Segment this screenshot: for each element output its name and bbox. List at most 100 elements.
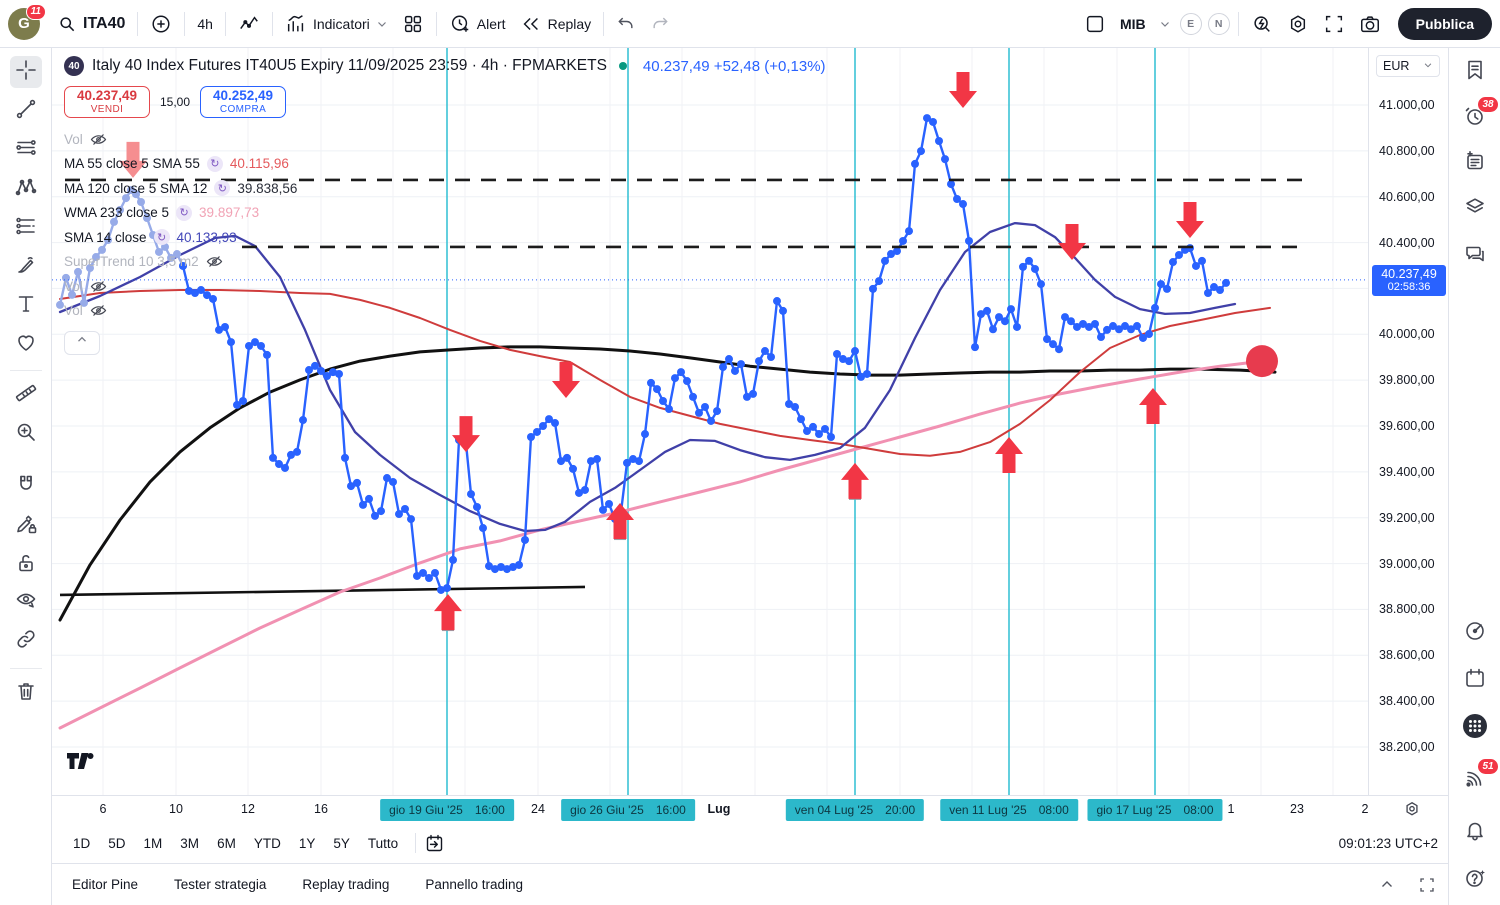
range-5y-button[interactable]: 5Y: [324, 831, 359, 856]
session-label[interactable]: gio 19 Giu '25 16:00: [380, 799, 514, 821]
range-ytd-button[interactable]: YTD: [245, 831, 290, 856]
hide-drawings-tool[interactable]: [10, 586, 42, 618]
notifications-bell-button[interactable]: [1460, 817, 1490, 847]
up-arrow-drawing[interactable]: [1139, 387, 1167, 424]
publish-button[interactable]: Pubblica: [1397, 8, 1492, 40]
up-arrow-drawing[interactable]: [434, 594, 462, 631]
down-arrow-drawing[interactable]: [1058, 223, 1086, 260]
session-label[interactable]: gio 26 Giu '25 16:00: [561, 799, 695, 821]
legend-row[interactable]: SMA 14 close ↻ 40.133,93: [64, 225, 826, 250]
trendline-drawing[interactable]: [59, 585, 586, 597]
chat-button[interactable]: [1460, 241, 1490, 271]
down-arrow-drawing[interactable]: [452, 416, 480, 453]
sell-button[interactable]: 40.237,49 VENDI: [64, 86, 150, 118]
news-flow-button[interactable]: [1460, 148, 1490, 178]
settings-button[interactable]: [1280, 7, 1316, 41]
quick-search-button[interactable]: [1244, 7, 1280, 41]
series-MA-55-close-5-SMA-55[interactable]: [59, 289, 1271, 457]
sync-icon[interactable]: ↻: [176, 204, 193, 221]
symbol-description[interactable]: Italy 40 Index Futures IT40U5 Expiry 11/…: [92, 57, 607, 74]
up-arrow-drawing[interactable]: [606, 503, 634, 540]
eye-off-icon[interactable]: [90, 303, 107, 318]
price-axis[interactable]: EUR 40.237,49 02:58:36 41.000,00 40.800,0…: [1368, 48, 1448, 795]
eye-off-icon[interactable]: [90, 132, 107, 147]
tab-pannello-trading[interactable]: Pannello trading: [425, 877, 523, 892]
text-tool[interactable]: [10, 290, 42, 322]
currency-selector[interactable]: EUR: [1376, 55, 1440, 77]
chevron-down-icon[interactable]: [1159, 18, 1171, 30]
ruler-tool[interactable]: [10, 379, 42, 411]
sync-icon[interactable]: ↻: [214, 180, 231, 197]
range-1y-button[interactable]: 1Y: [290, 831, 325, 856]
goto-date-icon[interactable]: [424, 833, 445, 854]
session-label[interactable]: ven 04 Lug '25 20:00: [785, 799, 925, 821]
legend-row[interactable]: Vol: [64, 298, 826, 323]
layout-select-button[interactable]: [1077, 7, 1113, 41]
legend-collapse-button[interactable]: [64, 330, 100, 355]
target-button[interactable]: [1460, 618, 1490, 648]
indicators-button[interactable]: Indicatori: [278, 7, 395, 41]
chart-type-button[interactable]: [231, 7, 267, 41]
layout-name-button[interactable]: MIB: [1113, 10, 1153, 38]
tradingview-logo[interactable]: [66, 752, 100, 777]
session-label[interactable]: gio 17 Lug '25 08:00: [1087, 799, 1223, 821]
series-WMA-233-close-5[interactable]: [58, 359, 1264, 730]
range-1m-button[interactable]: 1M: [135, 831, 172, 856]
legend-row[interactable]: MA 120 close 5 SMA 12 ↻ 39.838,56: [64, 176, 826, 201]
buy-button[interactable]: 40.252,49 COMPRA: [200, 86, 287, 118]
down-arrow-drawing[interactable]: [949, 71, 977, 108]
layers-button[interactable]: [1460, 193, 1490, 223]
up-arrow-drawing[interactable]: [841, 462, 869, 499]
tab-editor-pine[interactable]: Editor Pine: [72, 877, 139, 892]
eye-off-icon[interactable]: [90, 279, 107, 294]
parallel-channel-tool[interactable]: [10, 134, 42, 166]
legend-row[interactable]: WMA 233 close 5 ↻ 39.897,73: [64, 200, 826, 225]
range-6m-button[interactable]: 6M: [208, 831, 245, 856]
fib-lines-tool[interactable]: [10, 212, 42, 244]
zoom-in-tool[interactable]: [10, 418, 42, 450]
replay-button[interactable]: Replay: [513, 7, 599, 41]
up-arrow-drawing[interactable]: [995, 437, 1023, 474]
signal-button[interactable]: 51: [1460, 759, 1498, 795]
emoji-tool[interactable]: [10, 328, 42, 360]
down-arrow-drawing[interactable]: [1176, 201, 1204, 238]
axis-settings-gear-icon[interactable]: [1402, 799, 1422, 824]
price-chart[interactable]: [52, 48, 1368, 795]
sync-icon[interactable]: ↻: [206, 155, 223, 172]
end-marker-circle[interactable]: [1246, 345, 1278, 378]
redo-button[interactable]: [643, 8, 677, 40]
fullscreen-button[interactable]: [1316, 7, 1352, 41]
panel-expand-icon[interactable]: [1378, 876, 1396, 894]
brush-tool[interactable]: [10, 251, 42, 283]
drawing-edit-lock-tool[interactable]: [10, 510, 42, 542]
symbol-title-row[interactable]: 40 Italy 40 Index Futures IT40U5 Expiry …: [64, 54, 826, 78]
user-avatar[interactable]: G 11: [8, 3, 46, 40]
range-5d-button[interactable]: 5D: [99, 831, 134, 856]
alert-button[interactable]: Alert: [442, 7, 513, 41]
crosshair-tool[interactable]: [10, 56, 42, 88]
legend-row[interactable]: Vol: [64, 274, 826, 299]
magnet-tool[interactable]: [10, 471, 42, 503]
range-1d-button[interactable]: 1D: [64, 831, 99, 856]
remove-drawings-tool[interactable]: [10, 677, 42, 709]
watchlist-button[interactable]: [1460, 57, 1490, 87]
down-arrow-drawing[interactable]: [119, 141, 147, 178]
interval-button[interactable]: 4h: [190, 10, 220, 38]
lock-all-tool[interactable]: [10, 549, 42, 581]
series-MA-120-close-5-SMA-12[interactable]: [58, 345, 1277, 622]
legend-row[interactable]: SuperTrend 10 3,5 m2: [64, 249, 826, 274]
link-drawings-tool[interactable]: [10, 625, 42, 657]
trend-line-tool[interactable]: [10, 95, 42, 127]
chart-pane[interactable]: 40 Italy 40 Index Futures IT40U5 Expiry …: [52, 48, 1368, 795]
badge-n[interactable]: N: [1207, 13, 1230, 35]
tab-replay-trading[interactable]: Replay trading: [302, 877, 390, 892]
alerts-clock-button[interactable]: 38: [1460, 97, 1498, 133]
range-tutto-button[interactable]: Tutto: [359, 831, 407, 856]
badge-e[interactable]: E: [1179, 13, 1202, 35]
session-label[interactable]: ven 11 Lug '25 08:00: [940, 799, 1078, 821]
help-sparkle-button[interactable]: [1460, 865, 1490, 895]
market-status-dot[interactable]: [618, 62, 627, 70]
snapshot-button[interactable]: [1352, 7, 1388, 41]
legend-row[interactable]: Vol: [64, 127, 826, 152]
calendar-button[interactable]: [1460, 665, 1490, 695]
